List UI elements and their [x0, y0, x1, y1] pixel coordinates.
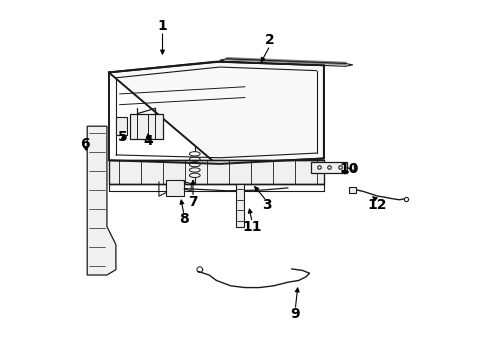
Text: 7: 7	[188, 194, 198, 208]
Polygon shape	[109, 160, 324, 184]
Text: 12: 12	[368, 198, 388, 212]
Polygon shape	[236, 184, 244, 226]
Text: 9: 9	[291, 307, 300, 321]
Text: 8: 8	[179, 212, 189, 226]
Polygon shape	[109, 62, 324, 164]
Polygon shape	[87, 126, 116, 275]
Text: 6: 6	[81, 137, 90, 151]
Text: 11: 11	[243, 220, 262, 234]
Polygon shape	[130, 114, 163, 139]
Text: 10: 10	[339, 162, 359, 176]
Polygon shape	[349, 187, 356, 193]
Text: 5: 5	[118, 130, 128, 144]
Text: 3: 3	[262, 198, 271, 212]
Text: 4: 4	[143, 134, 153, 148]
Polygon shape	[166, 180, 184, 196]
Text: 2: 2	[265, 33, 275, 47]
Text: 1: 1	[158, 19, 168, 33]
Polygon shape	[311, 162, 347, 173]
Polygon shape	[116, 117, 126, 135]
